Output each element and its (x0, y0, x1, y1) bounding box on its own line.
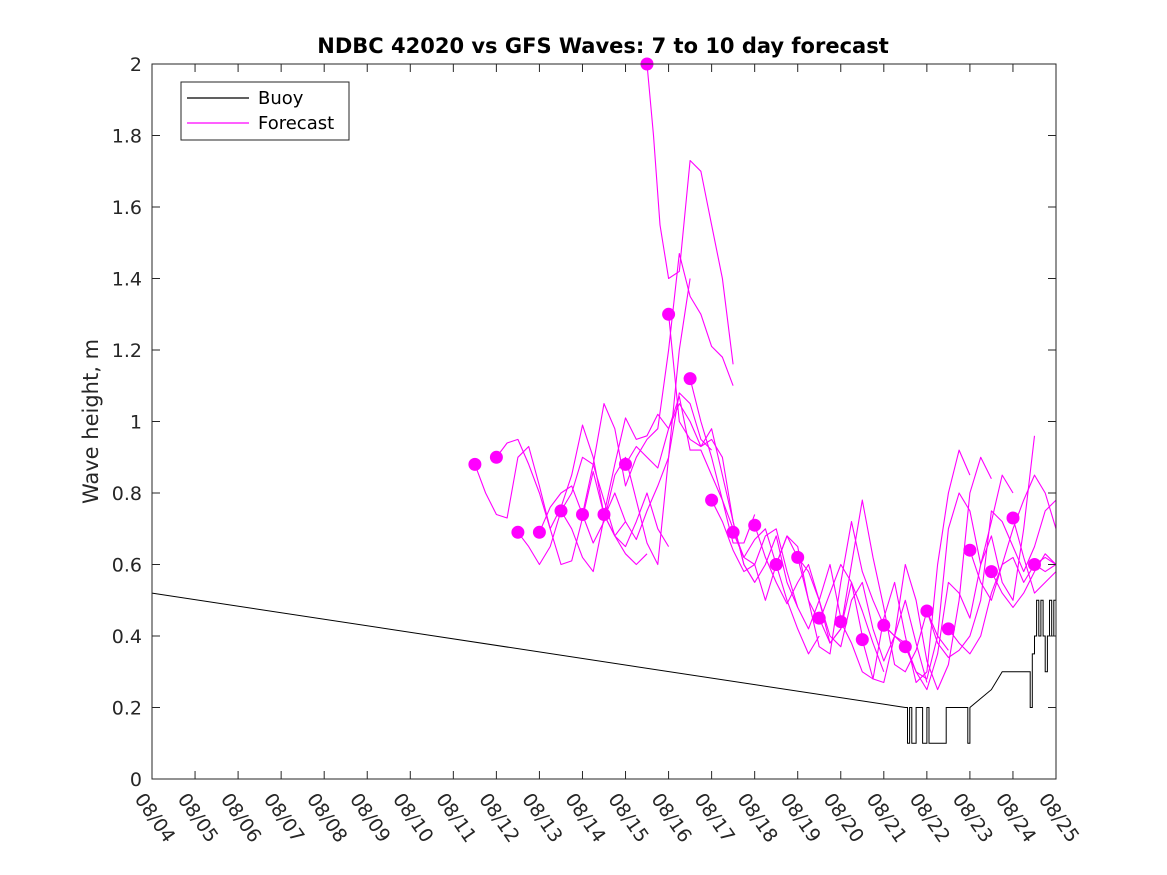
forecast-line-9 (646, 63, 734, 365)
y-tick-label: 0 (130, 769, 142, 791)
forecast-line-16 (797, 557, 928, 683)
forecast-marker-22 (920, 604, 934, 618)
forecast-marker-4 (532, 525, 546, 539)
forecast-marker-21 (898, 640, 912, 654)
forecast-line-10 (668, 314, 799, 608)
plot-area (152, 64, 1056, 779)
forecast-line-18 (840, 449, 971, 684)
forecast-marker-11 (683, 372, 697, 386)
forecast-line-4 (538, 278, 691, 566)
y-tick-label: 0.6 (112, 555, 142, 577)
plot-background (152, 64, 1056, 779)
forecast-line-25 (990, 553, 1056, 608)
forecast-marker-15 (769, 558, 783, 571)
y-tick-label: 0.4 (112, 626, 142, 648)
forecast-marker-14 (748, 518, 762, 532)
forecast-marker-8 (619, 457, 632, 471)
forecast-marker-1 (468, 457, 482, 471)
y-tick-label: 1.6 (112, 197, 142, 219)
forecast-marker-19 (855, 633, 869, 647)
forecast-marker-26 (1006, 511, 1020, 525)
forecast-marker-25 (984, 565, 998, 579)
legend-label-forecast: Forecast (258, 113, 334, 134)
forecast-line-22 (926, 499, 1056, 659)
forecast-line-6 (581, 252, 734, 515)
series-layer (152, 57, 1056, 744)
forecast-line-5 (560, 392, 712, 573)
forecast-marker-18 (834, 615, 848, 629)
chart-title: NDBC 42020 vs GFS Waves: 7 to 10 day for… (317, 34, 888, 58)
forecast-line-11 (689, 378, 820, 655)
forecast-marker-24 (963, 543, 977, 557)
forecast-marker-16 (791, 550, 805, 564)
forecast-line-21 (904, 435, 1036, 691)
forecast-marker-13 (726, 525, 740, 539)
forecast-marker-23 (941, 622, 955, 636)
forecast-marker-17 (812, 611, 826, 625)
forecast-line-2 (495, 424, 648, 566)
forecast-marker-12 (705, 493, 719, 507)
forecast-line-26 (1012, 517, 1056, 594)
forecast-marker-10 (662, 307, 676, 321)
clipped-series (152, 63, 1056, 744)
forecast-marker-7 (597, 508, 611, 521)
forecast-marker-2 (489, 450, 503, 464)
y-axis-label: Wave height, m (79, 339, 103, 504)
y-tick-label: 0.8 (112, 483, 142, 505)
legend: Buoy Forecast (180, 81, 350, 141)
y-tick-label: 2 (130, 54, 142, 76)
forecast-line-24 (969, 474, 1056, 601)
y-tick-label: 0.2 (112, 698, 142, 720)
forecast-line-19 (861, 456, 992, 691)
y-tick-label: 1 (130, 412, 142, 434)
legend-box (180, 81, 350, 141)
y-tick-label: 1.4 (112, 269, 142, 291)
forecast-marker-20 (877, 618, 891, 632)
legend-label-buoy: Buoy (258, 88, 304, 109)
forecast-marker-3 (511, 525, 525, 539)
forecast-marker-27 (1028, 558, 1041, 571)
buoy-line (152, 592, 1056, 744)
forecast-marker-6 (576, 508, 589, 521)
y-tick-label: 1.8 (112, 126, 142, 148)
forecast-marker-5 (554, 504, 568, 518)
y-tick-label: 1.2 (112, 340, 142, 362)
